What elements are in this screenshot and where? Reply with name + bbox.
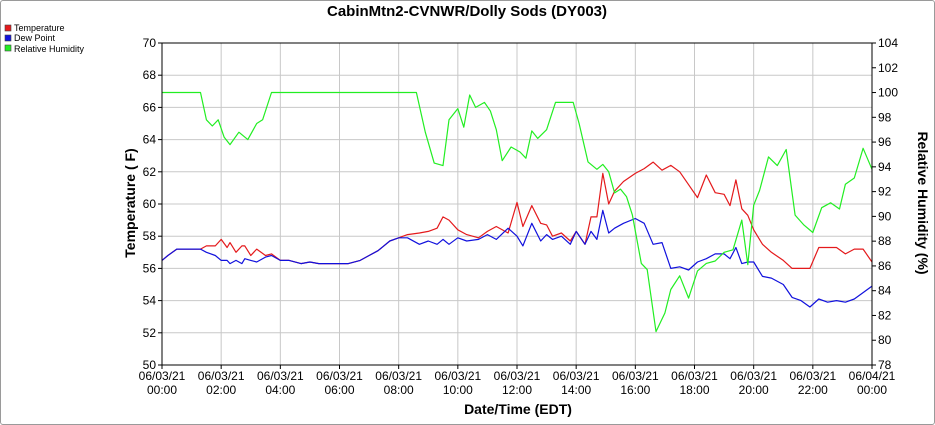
y2-tick-label: 84: [878, 284, 892, 298]
x-tick-label-time: 14:00: [561, 383, 591, 397]
y2-tick-label: 104: [878, 36, 898, 50]
x-tick-label-date: 06/03/21: [257, 369, 304, 383]
legend-label-temperature: Temperature: [14, 23, 65, 33]
x-tick-label-date: 06/03/21: [316, 369, 363, 383]
legend-label-dew-point: Dew Point: [14, 33, 56, 43]
series-line-temperature: [161, 161, 873, 269]
y-tick-label: 70: [143, 36, 157, 50]
legend-label-relative-humidity: Relative Humidity: [14, 44, 85, 54]
legend: Temperature Dew Point Relative Humidity: [4, 23, 85, 54]
y2-tick-label: 82: [878, 308, 892, 322]
y2-tick-label: 94: [878, 160, 892, 174]
x-tick-label-date: 06/03/21: [789, 369, 836, 383]
legend-swatch-temperature: [4, 24, 12, 32]
y-axis-title: Temperature ( F): [122, 148, 138, 257]
x-tick-label-time: 06:00: [324, 383, 354, 397]
x-axis-title: Date/Time (EDT): [464, 401, 572, 417]
plot-area-border: [161, 42, 873, 366]
y2-tick-label: 98: [878, 110, 892, 124]
y2-tick-label: 78: [878, 358, 892, 372]
y2-tick-label: 88: [878, 234, 892, 248]
x-tick-label-time: 18:00: [679, 383, 709, 397]
x-tick-label-date: 06/03/21: [494, 369, 541, 383]
x-tick-label-time: 08:00: [384, 383, 414, 397]
y2-tick-label: 92: [878, 185, 892, 199]
legend-swatch-dew-point: [4, 34, 12, 42]
y2-tick-label: 100: [878, 86, 898, 100]
y2-axis-title: Relative Humidity (%): [915, 131, 931, 274]
y-tick-label: 50: [143, 358, 157, 372]
x-tick-label-date: 06/03/21: [434, 369, 481, 383]
y-tick-label: 60: [143, 197, 157, 211]
y-tick-label: 66: [143, 100, 157, 114]
x-tick-label-date: 06/03/21: [612, 369, 659, 383]
x-tick-label-date: 06/03/21: [553, 369, 600, 383]
y-tick-label: 56: [143, 261, 157, 275]
x-tick-label-time: 04:00: [265, 383, 295, 397]
x-tick-label-time: 00:00: [857, 383, 887, 397]
series-line-relative-humidity: [162, 91, 873, 333]
x-tick-label-date: 06/03/21: [198, 369, 245, 383]
axes: 06/03/2100:0006/03/2102:0006/03/2104:000…: [139, 36, 899, 397]
y2-tick-label: 80: [878, 333, 892, 347]
y2-tick-label: 96: [878, 135, 892, 149]
x-tick-label-time: 10:00: [443, 383, 473, 397]
y-tick-label: 52: [143, 326, 157, 340]
x-tick-label-time: 00:00: [147, 383, 177, 397]
y2-tick-label: 102: [878, 61, 898, 75]
series-lines: [161, 91, 873, 333]
series-line-dew-point: [161, 209, 873, 308]
x-tick-label-date: 06/03/21: [730, 369, 777, 383]
x-tick-label-date: 06/03/21: [671, 369, 718, 383]
y-tick-label: 62: [143, 165, 157, 179]
chart-title: CabinMtn2-CVNWR/Dolly Sods (DY003): [327, 3, 607, 20]
x-tick-label-date: 06/03/21: [139, 369, 186, 383]
x-tick-label-time: 02:00: [206, 383, 236, 397]
x-tick-label-date: 06/03/21: [375, 369, 422, 383]
x-tick-label-date: 06/04/21: [849, 369, 896, 383]
y-tick-label: 54: [143, 294, 157, 308]
x-tick-label-time: 20:00: [739, 383, 769, 397]
y2-tick-label: 86: [878, 259, 892, 273]
y-tick-label: 68: [143, 68, 157, 82]
x-tick-label-time: 16:00: [620, 383, 650, 397]
y-tick-label: 58: [143, 229, 157, 243]
y2-tick-label: 90: [878, 209, 892, 223]
x-tick-label-time: 22:00: [798, 383, 828, 397]
x-tick-label-time: 12:00: [502, 383, 532, 397]
y-tick-label: 64: [143, 133, 157, 147]
legend-swatch-relative-humidity: [4, 44, 12, 52]
